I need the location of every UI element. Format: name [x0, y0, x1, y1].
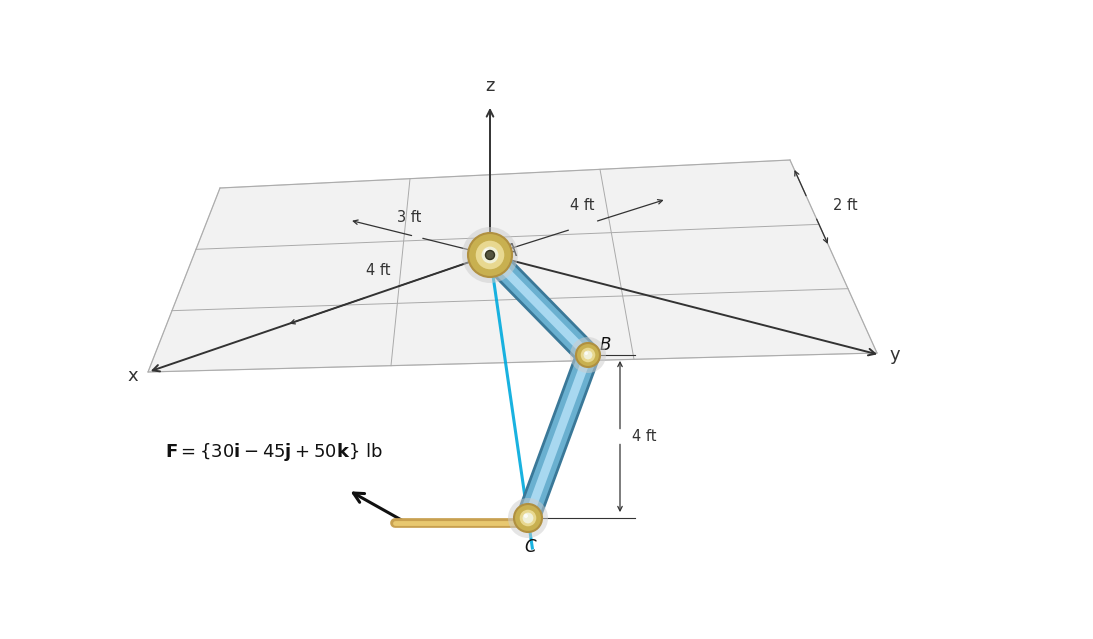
- Text: 4 ft: 4 ft: [632, 429, 657, 444]
- Circle shape: [481, 246, 500, 264]
- Text: x: x: [128, 367, 138, 385]
- Circle shape: [585, 351, 588, 355]
- Circle shape: [484, 249, 490, 255]
- Text: $\mathbf{F} = \{30\mathbf{i} - 45\mathbf{j} + 50\mathbf{k}\}$ lb: $\mathbf{F} = \{30\mathbf{i} - 45\mathbf…: [165, 441, 383, 463]
- Text: y: y: [890, 346, 901, 364]
- Text: z: z: [485, 77, 495, 95]
- Circle shape: [475, 240, 505, 270]
- Text: 4 ft: 4 ft: [571, 198, 595, 213]
- Circle shape: [583, 350, 593, 360]
- Text: 4 ft: 4 ft: [365, 263, 390, 278]
- Circle shape: [508, 498, 548, 538]
- Polygon shape: [148, 160, 877, 372]
- Circle shape: [580, 347, 596, 363]
- Text: B: B: [600, 336, 611, 354]
- Text: A: A: [506, 242, 517, 260]
- Text: 3 ft: 3 ft: [397, 210, 422, 225]
- Circle shape: [571, 337, 606, 373]
- Circle shape: [519, 509, 537, 527]
- Text: 2 ft: 2 ft: [833, 198, 857, 213]
- Circle shape: [514, 504, 542, 532]
- Circle shape: [485, 250, 494, 259]
- Circle shape: [524, 514, 528, 518]
- Text: C: C: [525, 538, 536, 556]
- Circle shape: [468, 233, 512, 277]
- Circle shape: [462, 227, 518, 283]
- Circle shape: [522, 512, 534, 524]
- Circle shape: [576, 343, 600, 367]
